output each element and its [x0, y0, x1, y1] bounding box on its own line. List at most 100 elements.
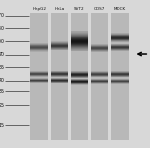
- Bar: [51, 75, 68, 76]
- Bar: [30, 44, 48, 45]
- Bar: [30, 46, 48, 47]
- Bar: [30, 50, 48, 51]
- Bar: [51, 73, 68, 74]
- Bar: [71, 71, 88, 72]
- Bar: [91, 72, 108, 73]
- Bar: [30, 80, 48, 81]
- Bar: [91, 50, 108, 51]
- Bar: [30, 47, 48, 48]
- Bar: [71, 82, 88, 83]
- Bar: [71, 32, 88, 33]
- Bar: [91, 49, 108, 50]
- Bar: [51, 41, 68, 42]
- Bar: [91, 13, 108, 140]
- Bar: [111, 45, 129, 46]
- Bar: [91, 79, 108, 80]
- Text: 55: 55: [0, 65, 4, 70]
- Bar: [30, 82, 48, 83]
- Bar: [71, 13, 88, 140]
- Bar: [91, 71, 108, 72]
- Bar: [51, 47, 68, 48]
- Text: SVT2: SVT2: [74, 7, 85, 11]
- Bar: [111, 38, 129, 39]
- Text: 25: 25: [0, 103, 4, 108]
- Bar: [51, 76, 68, 77]
- Bar: [51, 78, 68, 79]
- Bar: [111, 41, 129, 42]
- Bar: [111, 40, 129, 41]
- Bar: [71, 33, 88, 34]
- Bar: [51, 48, 68, 49]
- Bar: [51, 74, 68, 75]
- Bar: [111, 33, 129, 34]
- Bar: [91, 83, 108, 84]
- Bar: [91, 73, 108, 74]
- Bar: [111, 83, 129, 84]
- Bar: [91, 47, 108, 48]
- Bar: [108, 13, 111, 140]
- Bar: [51, 49, 68, 50]
- Bar: [91, 47, 108, 48]
- Bar: [111, 39, 129, 40]
- Bar: [71, 74, 88, 75]
- Bar: [30, 43, 48, 44]
- Bar: [111, 79, 129, 80]
- Bar: [30, 13, 48, 140]
- Bar: [111, 50, 129, 51]
- Bar: [91, 75, 108, 76]
- Bar: [71, 84, 88, 85]
- Bar: [71, 35, 88, 36]
- Bar: [111, 80, 129, 81]
- Bar: [91, 73, 108, 74]
- Bar: [91, 83, 108, 84]
- Bar: [51, 75, 68, 76]
- Bar: [51, 71, 68, 72]
- Bar: [51, 41, 68, 42]
- Bar: [51, 46, 68, 47]
- Bar: [71, 48, 88, 49]
- Text: 35: 35: [0, 89, 4, 94]
- Bar: [30, 49, 48, 50]
- Bar: [71, 34, 88, 35]
- Bar: [111, 44, 129, 45]
- Text: MDCK: MDCK: [114, 7, 126, 11]
- Bar: [71, 80, 88, 81]
- Bar: [111, 36, 129, 37]
- Bar: [30, 51, 48, 52]
- Bar: [71, 36, 88, 37]
- Bar: [111, 37, 129, 38]
- Bar: [51, 47, 68, 48]
- Bar: [111, 72, 129, 73]
- Bar: [71, 36, 88, 37]
- Bar: [111, 46, 129, 47]
- Bar: [111, 47, 129, 48]
- Text: 70: 70: [0, 52, 4, 57]
- Bar: [91, 44, 108, 45]
- Bar: [91, 80, 108, 81]
- Bar: [111, 35, 129, 36]
- Bar: [51, 46, 68, 47]
- Bar: [71, 83, 88, 84]
- Bar: [51, 43, 68, 44]
- Bar: [51, 82, 68, 83]
- Bar: [88, 13, 91, 140]
- Bar: [48, 13, 51, 140]
- Text: HeLa: HeLa: [54, 7, 64, 11]
- Bar: [91, 44, 108, 45]
- Bar: [51, 49, 68, 50]
- Bar: [111, 49, 129, 50]
- Bar: [91, 76, 108, 77]
- Bar: [111, 74, 129, 75]
- Bar: [71, 32, 88, 33]
- Bar: [111, 45, 129, 46]
- Bar: [91, 48, 108, 49]
- Bar: [91, 51, 108, 52]
- Bar: [30, 75, 48, 76]
- Bar: [71, 73, 88, 74]
- Bar: [111, 75, 129, 76]
- Bar: [71, 77, 88, 78]
- Text: 130: 130: [0, 26, 4, 31]
- Bar: [51, 72, 68, 73]
- Bar: [71, 49, 88, 50]
- Bar: [71, 79, 88, 80]
